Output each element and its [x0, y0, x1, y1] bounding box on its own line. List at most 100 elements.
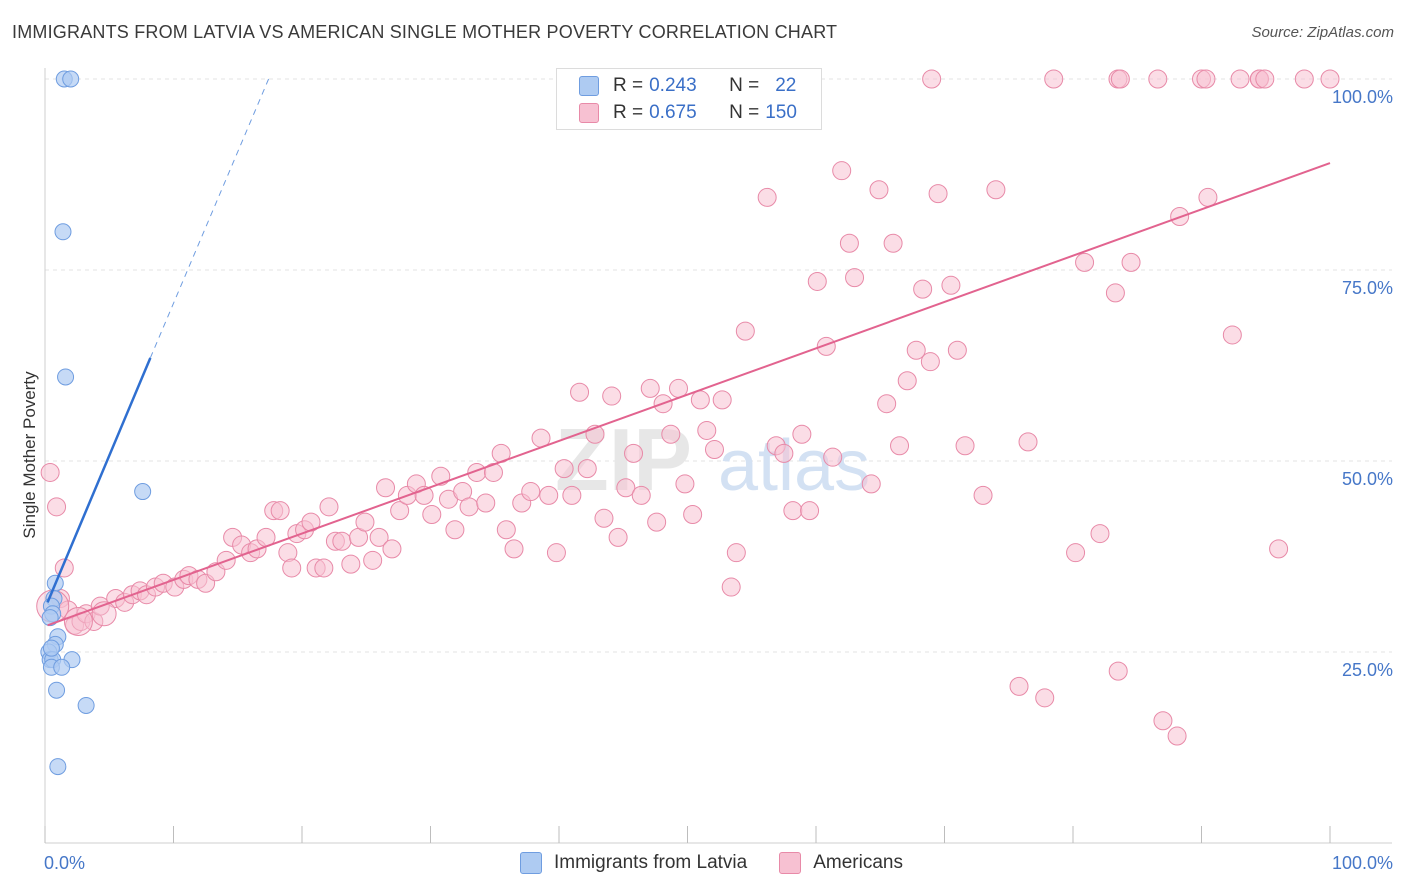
- americans-point: [906, 340, 926, 360]
- americans-point: [270, 501, 290, 521]
- americans-point: [577, 459, 597, 479]
- americans-point: [647, 512, 667, 532]
- americans-point: [1148, 69, 1168, 89]
- trend-lines: [46, 78, 1331, 627]
- americans-point: [355, 512, 375, 532]
- grid-lines: [45, 78, 1392, 653]
- americans-points: [36, 69, 1340, 746]
- americans-point: [314, 558, 334, 578]
- americans-legend-swatch: [779, 852, 802, 874]
- watermark: ZIP atlas: [555, 410, 870, 509]
- americans-point: [690, 390, 710, 410]
- americans-point: [640, 378, 660, 398]
- americans-point: [726, 543, 746, 563]
- americans-point: [369, 527, 389, 547]
- tick-labels: 25.0% 50.0% 75.0% 100.0% 0.0% 100.0%: [44, 87, 1393, 873]
- legend-item-americans[interactable]: Americans: [779, 852, 903, 874]
- americans-point: [1121, 252, 1141, 272]
- americans-point: [783, 501, 803, 521]
- americans-point: [390, 501, 410, 521]
- stats-row-latvia: R = 0.243 N = 22: [579, 74, 796, 98]
- chart-title: IMMIGRANTS FROM LATVIA VS AMERICAN SINGL…: [12, 22, 838, 42]
- americans-point: [1009, 676, 1029, 696]
- americans-point: [913, 279, 933, 299]
- latvia-point: [77, 696, 95, 714]
- americans-point: [869, 180, 889, 200]
- americans-point: [63, 606, 93, 636]
- americans-point: [554, 459, 574, 479]
- americans-point: [661, 424, 681, 444]
- americans-point: [986, 180, 1006, 200]
- americans-point: [883, 233, 903, 253]
- americans-point: [1044, 69, 1064, 89]
- americans-point: [546, 543, 566, 563]
- americans-point: [459, 497, 479, 517]
- americans-point: [928, 184, 948, 204]
- americans-point: [757, 187, 777, 207]
- americans-point: [1108, 661, 1128, 681]
- x-tick-label: 0.0%: [44, 853, 85, 873]
- americans-point: [332, 531, 352, 551]
- y-tick-label: 25.0%: [1342, 660, 1393, 680]
- americans-point: [897, 371, 917, 391]
- r-label: R =: [613, 75, 644, 96]
- americans-point: [40, 462, 60, 482]
- americans-point: [704, 440, 724, 460]
- americans-point: [319, 497, 339, 517]
- americans-point: [539, 485, 559, 505]
- americans-point: [800, 501, 820, 521]
- americans-point: [792, 424, 812, 444]
- n-label: N =: [729, 75, 760, 96]
- americans-point: [616, 478, 636, 498]
- r-value: 0.243: [649, 75, 697, 96]
- n-label: N =: [729, 102, 760, 123]
- americans-point: [941, 275, 961, 295]
- latvia-swatch: [579, 76, 599, 96]
- source-label: Source: ZipAtlas.com: [1251, 24, 1394, 41]
- americans-point: [816, 336, 836, 356]
- americans-point: [382, 539, 402, 559]
- americans-point: [496, 520, 516, 540]
- latvia-point: [62, 70, 80, 88]
- americans-point: [631, 485, 651, 505]
- x-tick-label: 100.0%: [1332, 853, 1393, 873]
- americans-point: [570, 382, 590, 402]
- americans-point: [1066, 543, 1086, 563]
- americans-point: [594, 508, 614, 528]
- americans-point: [697, 420, 717, 440]
- legend-item-latvia[interactable]: Immigrants from Latvia: [520, 852, 747, 874]
- americans-point: [845, 268, 865, 288]
- stats-legend: R = 0.243 N = 22 R = 0.675 N = 150: [556, 68, 822, 130]
- americans-point: [608, 527, 628, 547]
- americans-point: [1222, 325, 1242, 345]
- americans-point: [445, 520, 465, 540]
- americans-point: [431, 466, 451, 486]
- americans-point: [920, 352, 940, 372]
- americans-point: [1153, 711, 1173, 731]
- latvia-point: [134, 483, 152, 501]
- americans-point: [675, 474, 695, 494]
- y-tick-label: 100.0%: [1332, 87, 1393, 107]
- americans-point: [774, 443, 794, 463]
- latvia-point: [42, 639, 60, 657]
- axes: [44, 68, 1392, 844]
- americans-point: [861, 474, 881, 494]
- n-value: 150: [765, 102, 797, 123]
- stats-row-americans: R = 0.675 N = 150: [579, 101, 797, 125]
- americans-point: [1269, 539, 1289, 559]
- americans-point: [1075, 252, 1095, 272]
- americans-point: [1110, 69, 1130, 89]
- americans-point: [712, 390, 732, 410]
- americans-point: [476, 493, 496, 513]
- n-value: 22: [775, 75, 797, 96]
- americans-point: [890, 436, 910, 456]
- r-value: 0.675: [649, 102, 697, 123]
- legend-label-latvia: Immigrants from Latvia: [554, 852, 748, 873]
- latvia-point: [54, 223, 72, 241]
- latvia-point: [41, 609, 59, 627]
- americans-point: [1230, 69, 1250, 89]
- series-legend: Immigrants from Latvia Americans: [520, 852, 935, 874]
- americans-point: [922, 69, 942, 89]
- americans-point: [947, 340, 967, 360]
